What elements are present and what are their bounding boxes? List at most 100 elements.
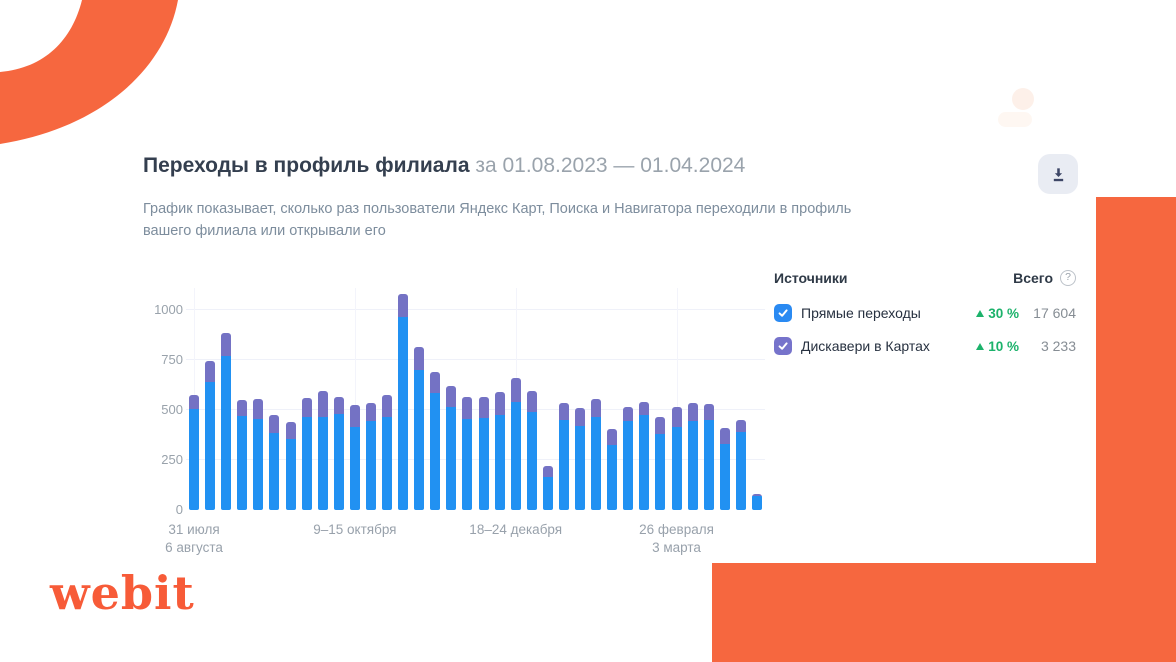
bar-segment-direct <box>221 356 232 510</box>
up-arrow-icon <box>976 342 985 350</box>
bar-segment-discovery <box>333 397 344 414</box>
y-tick-label: 1000 <box>154 302 183 317</box>
bar-week-8[interactable] <box>301 398 312 510</box>
bar-week-31[interactable] <box>671 407 682 510</box>
bar-segment-direct <box>751 496 762 510</box>
bar-week-21[interactable] <box>510 378 521 510</box>
bar-week-17[interactable] <box>446 386 457 510</box>
bar-segment-direct <box>558 420 569 510</box>
bar-week-27[interactable] <box>607 429 618 510</box>
bar-segment-direct <box>237 416 248 510</box>
bar-segment-discovery <box>237 400 248 416</box>
bar-segment-direct <box>639 415 650 510</box>
bar-week-34[interactable] <box>719 428 730 510</box>
bar-segment-discovery <box>269 415 280 433</box>
bar-week-13[interactable] <box>382 395 393 510</box>
bar-segment-direct <box>526 412 537 510</box>
bar-week-22[interactable] <box>526 391 537 510</box>
bar-segment-direct <box>349 427 360 510</box>
delta-value-discovery: 10 % <box>988 338 1019 354</box>
bar-week-11[interactable] <box>349 405 360 510</box>
bar-segment-direct <box>542 477 553 510</box>
bar-segment-discovery <box>494 392 505 415</box>
page-title: Переходы в профиль филиала <box>143 154 470 177</box>
bar-week-12[interactable] <box>365 403 376 510</box>
bar-week-23[interactable] <box>542 466 553 510</box>
bar-week-15[interactable] <box>414 347 425 510</box>
bar-week-32[interactable] <box>687 403 698 510</box>
bar-segment-discovery <box>607 429 618 445</box>
bar-segment-direct <box>446 407 457 510</box>
bar-week-6[interactable] <box>269 415 280 510</box>
bar-week-3[interactable] <box>221 333 232 510</box>
bar-week-19[interactable] <box>478 397 489 510</box>
chart-description-line2: вашего филиала или открывали его <box>143 223 386 239</box>
bar-week-5[interactable] <box>253 399 264 510</box>
bar-segment-direct <box>494 415 505 510</box>
orange-block-bottom <box>712 563 1176 662</box>
bar-week-25[interactable] <box>575 408 586 510</box>
bar-segment-discovery <box>671 407 682 427</box>
chart-y-axis: 0 250 500 750 1000 <box>140 288 183 517</box>
bar-segment-discovery <box>365 403 376 421</box>
bar-week-16[interactable] <box>430 372 441 510</box>
bar-segment-discovery <box>558 403 569 420</box>
bar-segment-direct <box>301 417 312 510</box>
bar-segment-discovery <box>719 428 730 444</box>
bar-week-26[interactable] <box>591 399 602 510</box>
total-direct: 17 604 <box>1033 305 1076 321</box>
bar-week-7[interactable] <box>285 422 296 510</box>
transitions-chart: 0 250 500 750 1000 31 июля 6 августа 9–15 октя… <box>140 288 766 556</box>
bar-segment-direct <box>735 432 746 510</box>
bar-segment-direct <box>333 414 344 510</box>
bar-week-9[interactable] <box>317 391 328 510</box>
bar-segment-discovery <box>349 405 360 427</box>
chart-description-line1: График показывает, сколько раз пользоват… <box>143 201 852 217</box>
bar-week-2[interactable] <box>205 361 216 510</box>
total-discovery: 3 233 <box>1040 338 1076 354</box>
bar-segment-direct <box>655 434 666 510</box>
bar-segment-direct <box>687 421 698 510</box>
bar-segment-direct <box>575 426 586 510</box>
bar-segment-discovery <box>542 466 553 477</box>
help-icon[interactable]: ? <box>1060 270 1076 286</box>
bar-segment-direct <box>703 420 714 510</box>
bar-week-30[interactable] <box>655 417 666 510</box>
bar-week-33[interactable] <box>703 404 714 510</box>
bar-segment-direct <box>398 317 409 510</box>
bar-segment-direct <box>285 439 296 510</box>
bar-segment-direct <box>607 445 618 510</box>
bar-segment-discovery <box>205 361 216 382</box>
bar-segment-direct <box>623 421 634 510</box>
bar-week-28[interactable] <box>623 407 634 510</box>
bar-week-4[interactable] <box>237 400 248 510</box>
bar-week-29[interactable] <box>639 402 650 510</box>
bar-segment-discovery <box>478 397 489 418</box>
bar-segment-discovery <box>221 333 232 356</box>
bar-week-35[interactable] <box>735 420 746 510</box>
bar-segment-direct <box>365 421 376 510</box>
y-tick-label: 750 <box>161 352 183 367</box>
bar-segment-discovery <box>414 347 425 370</box>
checkbox-discovery-maps[interactable] <box>774 337 792 355</box>
bar-week-18[interactable] <box>462 397 473 510</box>
x-tick-label: 18–24 декабря <box>469 522 563 537</box>
bar-week-1[interactable] <box>189 395 200 510</box>
bar-segment-discovery <box>398 294 409 317</box>
bar-segment-direct <box>719 444 730 510</box>
bar-week-36[interactable] <box>751 494 762 510</box>
gridline-horizontal <box>186 409 765 410</box>
bar-segment-discovery <box>655 417 666 434</box>
x-tick-label: 9–15 октября <box>313 522 397 537</box>
bar-segment-discovery <box>623 407 634 421</box>
bar-week-10[interactable] <box>333 397 344 510</box>
gridline-vertical <box>676 288 678 510</box>
bar-week-20[interactable] <box>494 392 505 510</box>
bar-segment-direct <box>478 418 489 510</box>
bar-week-14[interactable] <box>398 294 409 510</box>
delta-direct: 30 % <box>976 306 1019 321</box>
bar-segment-discovery <box>639 402 650 415</box>
checkbox-direct-transitions[interactable] <box>774 304 792 322</box>
bar-week-24[interactable] <box>558 403 569 510</box>
download-button[interactable] <box>1038 154 1078 194</box>
